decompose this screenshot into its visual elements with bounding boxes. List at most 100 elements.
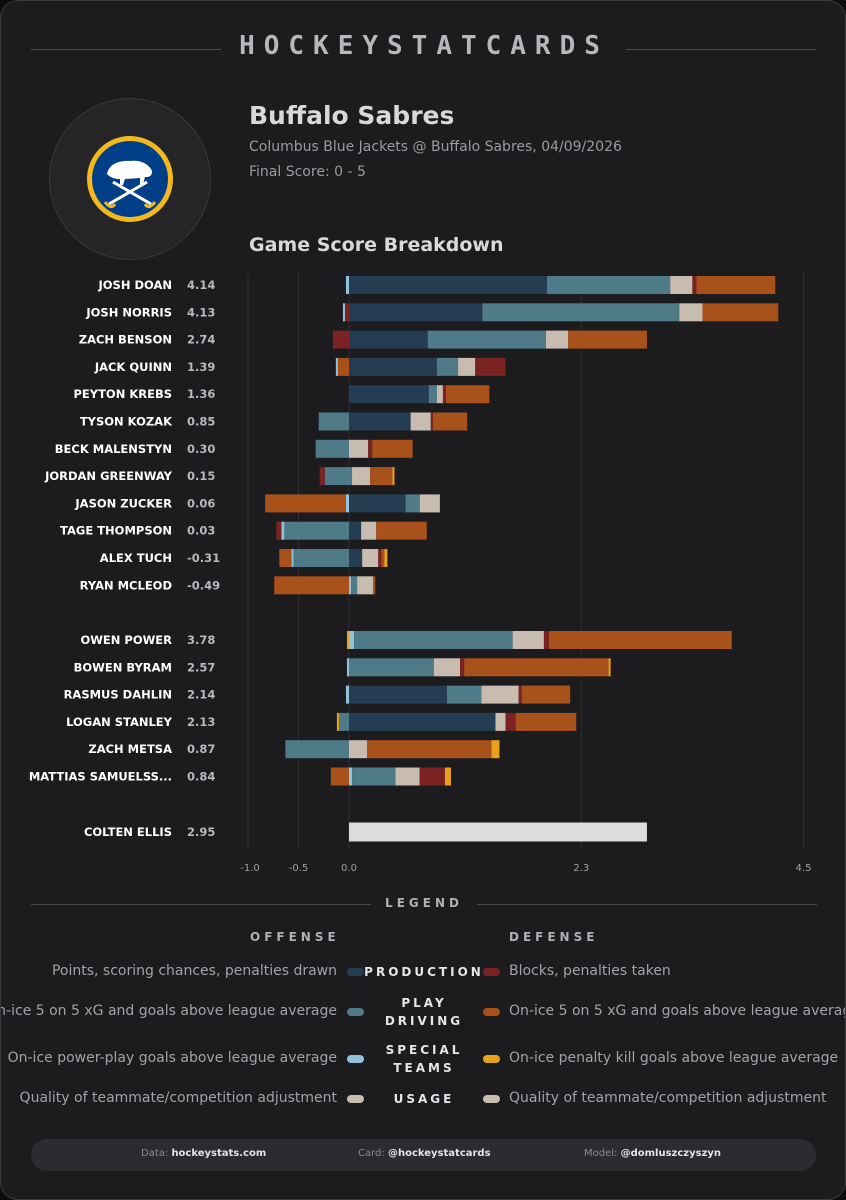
footer-card-link[interactable]: @hockeystatcards — [387, 1148, 491, 1159]
bar-segment-play_off — [427, 330, 546, 349]
player-name: BECK MALENSTYN — [55, 442, 172, 456]
bar-segment-play_off — [546, 276, 671, 294]
legend-divider-right — [477, 904, 817, 905]
bar-segment-usage_off — [495, 712, 506, 731]
bar-segment-usage_off — [395, 767, 420, 786]
bar-segment-play_def — [373, 576, 376, 595]
bar-segment-play_def — [265, 494, 346, 513]
footer-card: Card: @hockeystatcards — [358, 1148, 491, 1159]
bar-segment-prod_off — [349, 549, 363, 567]
header-divider-left — [31, 49, 221, 50]
legend-offense-text: Points, scoring chances, penalties drawn — [51, 963, 337, 979]
bar-segment-special_off — [345, 276, 349, 294]
footer-model: Model: @domluszczyszyn — [584, 1148, 722, 1159]
bar-segment-special_def — [608, 658, 611, 677]
bar-segment-play_off — [315, 439, 349, 458]
bar-segment-prod_def — [430, 412, 433, 431]
bar-segment-play_def — [381, 549, 385, 567]
player-name: JORDAN GREENWAY — [44, 469, 173, 483]
legend-defense-text: Blocks, penalties taken — [509, 963, 671, 979]
bar-segment-usage_off — [361, 521, 377, 540]
team-name: Buffalo Sabres — [249, 101, 455, 130]
chart-title: Game Score Breakdown — [249, 234, 504, 256]
bar-segment-play_def — [370, 467, 393, 486]
bar-segment-special_off — [281, 521, 285, 540]
player-name: OWEN POWER — [80, 633, 172, 647]
x-tick-label: -1.0 — [240, 863, 260, 874]
bar-segment-usage_off — [362, 549, 379, 567]
legend-offense-swatch — [347, 1055, 364, 1063]
bar-segment-prod_def — [692, 276, 697, 294]
bar-segment-prod_def — [344, 303, 349, 322]
bar-segment-play_def — [464, 658, 609, 677]
bar-segment-special_def — [491, 740, 500, 759]
player-score: 0.85 — [187, 415, 215, 429]
legend-defense-text: Quality of teammate/competition adjustme… — [509, 1090, 827, 1106]
player-name: LOGAN STANLEY — [66, 715, 173, 729]
bar-segment-special_off — [335, 357, 338, 376]
player-name: MATTIAS SAMUELSS... — [29, 770, 172, 784]
player-score: 0.03 — [187, 524, 215, 538]
legend-category: SPECIAL TEAMS — [385, 1043, 463, 1075]
bar-segment-play_off — [338, 712, 349, 731]
player-name: BOWEN BYRAM — [74, 660, 172, 674]
legend-offense-text: On-ice 5 on 5 xG and goals above league … — [0, 1003, 337, 1019]
x-tick-label: 0.0 — [341, 863, 357, 874]
legend-category: USAGE — [393, 1092, 455, 1106]
legend-defense-swatch — [483, 1055, 500, 1063]
bar-segment-usage_off — [481, 685, 519, 704]
bar-segment-usage_off — [436, 385, 443, 404]
bar-segment-usage_off — [419, 494, 440, 513]
player-name: TYSON KOZAK — [80, 415, 173, 429]
bar-segment-play_def — [702, 303, 779, 322]
player-score: 3.78 — [187, 633, 215, 647]
legend-category: PRODUCTION — [364, 965, 484, 979]
bar-segment-play_def — [515, 712, 577, 731]
player-score: 2.74 — [187, 333, 215, 347]
bar-segment-special_off — [349, 631, 355, 649]
player-name: ZACH METSA — [88, 742, 172, 756]
bar-segment-special_def — [384, 549, 388, 567]
footer-data-link[interactable]: hockeystats.com — [171, 1148, 267, 1159]
sabres-logo-icon — [87, 136, 173, 222]
player-score: 0.87 — [187, 742, 215, 756]
footer-model-link[interactable]: @domluszczyszyn — [620, 1148, 722, 1159]
bar-segment-usage_off — [410, 412, 431, 431]
legend-defense-heading: DEFENSE — [509, 930, 599, 944]
bar-segment-usage_off — [433, 658, 461, 677]
bar-segment-play_def — [432, 412, 468, 431]
bar-segment-prod_off — [349, 712, 496, 731]
bar-segment-play_def — [521, 685, 571, 704]
bar-segment-goalie — [349, 822, 647, 842]
player-name: ALEX TUCH — [100, 551, 172, 565]
bar-segment-play_off — [284, 521, 349, 540]
bar-segment-special_off — [345, 494, 349, 513]
x-tick-label: 4.5 — [796, 863, 812, 874]
player-score: 4.13 — [187, 305, 215, 319]
bar-segment-play_def — [367, 740, 492, 759]
legend-offense-swatch — [347, 1008, 364, 1016]
legend-defense-text: On-ice 5 on 5 xG and goals above league … — [509, 1003, 846, 1019]
bar-segment-prod_off — [349, 357, 437, 376]
player-score: 0.30 — [187, 442, 215, 456]
bar-segment-prod_def — [475, 357, 506, 376]
bar-segment-play_def — [568, 330, 647, 349]
legend-title: LEGEND — [385, 896, 463, 910]
team-logo — [49, 98, 211, 260]
player-score: 2.14 — [187, 688, 215, 702]
bar-segment-prod_off — [349, 385, 429, 404]
bar-segment-play_def — [445, 385, 490, 404]
bar-segment-special_def — [392, 467, 395, 486]
bar-segment-prod_def — [505, 712, 516, 731]
bar-segment-prod_def — [543, 631, 549, 649]
bar-segment-play_off — [293, 549, 349, 567]
player-name: COLTEN ELLIS — [84, 825, 172, 839]
game-score-chart: -1.0 -0.5 0.0 2.3 4.5 JOSH DOAN 4.14 JOSH NORRI… — [29, 273, 812, 874]
matchup-line: Columbus Blue Jackets @ Buffalo Sabres, … — [249, 139, 622, 155]
bar-segment-special_off — [342, 303, 345, 322]
bar-segment-usage_off — [458, 357, 476, 376]
bar-segment-play_off — [436, 357, 459, 376]
bar-segment-usage_off — [679, 303, 703, 322]
player-name: PEYTON KREBS — [73, 387, 172, 401]
player-score: 2.95 — [187, 825, 215, 839]
